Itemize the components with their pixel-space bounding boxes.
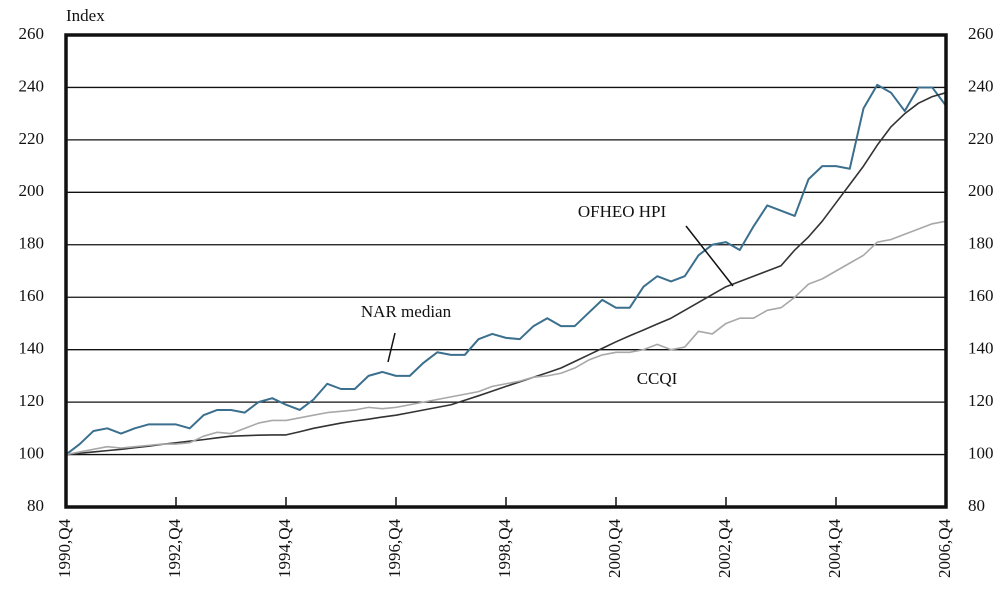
y-tick-label: 160 bbox=[19, 286, 45, 305]
x-tick-label: 2002,Q4 bbox=[715, 519, 734, 579]
y-tick-label: 220 bbox=[19, 129, 45, 148]
y2-tick-label: 220 bbox=[968, 129, 994, 148]
series-line bbox=[65, 83, 947, 456]
y2-tick-label: 200 bbox=[968, 181, 994, 200]
x-tick-label: 2004,Q4 bbox=[825, 519, 844, 579]
y-tick-label: 80 bbox=[27, 496, 44, 515]
axis-title: Index bbox=[66, 6, 105, 25]
y-tick-label: 140 bbox=[19, 339, 45, 358]
series-annotation: CCQI bbox=[637, 369, 678, 388]
y2-tick-label: 120 bbox=[968, 391, 994, 410]
series-line bbox=[65, 91, 947, 456]
leader-line bbox=[685, 225, 734, 287]
y2-tick-label: 80 bbox=[968, 496, 985, 515]
y-tick-label: 240 bbox=[19, 76, 45, 95]
y2-tick-label: 240 bbox=[968, 76, 994, 95]
x-tick-label: 1998,Q4 bbox=[495, 519, 514, 579]
y-tick-label: 120 bbox=[19, 391, 45, 410]
x-tick-label: 2006,Q4 bbox=[935, 519, 954, 579]
y2-tick-label: 180 bbox=[968, 234, 994, 253]
y2-tick-label: 140 bbox=[968, 339, 994, 358]
y2-tick-label: 100 bbox=[968, 443, 994, 462]
x-tick-label: 1992,Q4 bbox=[165, 519, 184, 579]
y-tick-label: 100 bbox=[19, 443, 45, 462]
y-tick-label: 260 bbox=[19, 24, 45, 43]
x-tick-label: 2000,Q4 bbox=[605, 519, 624, 579]
y2-tick-label: 260 bbox=[968, 24, 994, 43]
series-line bbox=[65, 220, 947, 456]
series-annotation: NAR median bbox=[361, 302, 452, 321]
y-tick-label: 180 bbox=[19, 234, 45, 253]
plot-frame bbox=[64, 33, 948, 509]
y-tick-label: 200 bbox=[19, 181, 45, 200]
y2-tick-label: 160 bbox=[968, 286, 994, 305]
series-annotation: OFHEO HPI bbox=[578, 202, 667, 221]
leader-line bbox=[387, 332, 396, 363]
x-tick-label: 1996,Q4 bbox=[385, 519, 404, 579]
x-tick-label: 1990,Q4 bbox=[55, 519, 74, 579]
x-tick-label: 1994,Q4 bbox=[275, 519, 294, 579]
